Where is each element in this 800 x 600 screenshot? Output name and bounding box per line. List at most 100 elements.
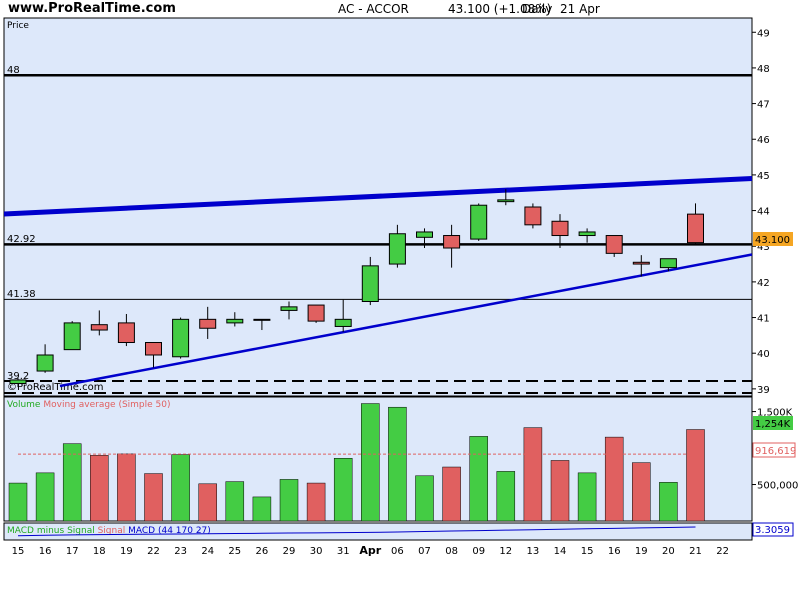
candle[interactable]: [416, 231, 433, 238]
candle[interactable]: [90, 324, 108, 331]
price-axis: 39 40 41 42 43 44 45 46 47 48 49: [752, 28, 770, 396]
macd-legend-macd: MACD (44 170 27): [128, 526, 211, 536]
volume-bar[interactable]: [496, 471, 516, 522]
x-tick-label: 15: [12, 546, 25, 557]
candle[interactable]: [145, 342, 162, 356]
site-name[interactable]: www.ProRealTime.com: [8, 1, 176, 16]
volume-bar[interactable]: [198, 483, 217, 522]
volume-bar[interactable]: [8, 482, 28, 522]
volume-bar[interactable]: [550, 460, 570, 522]
ref-label-41-38: 41.38: [7, 289, 36, 300]
x-tick-label: 15: [581, 546, 594, 557]
candle[interactable]: [117, 322, 135, 344]
candle[interactable]: [307, 304, 325, 322]
volume-bar[interactable]: [469, 436, 488, 522]
volume-bar[interactable]: [361, 403, 380, 522]
price-tick-label: 39: [757, 385, 770, 396]
candle[interactable]: [280, 306, 298, 311]
volume-bar[interactable]: [117, 453, 136, 522]
volume-bar[interactable]: [279, 479, 299, 522]
ref-label-39-2: 39.2: [7, 371, 29, 382]
volume-bar[interactable]: [415, 475, 434, 522]
candle[interactable]: [361, 265, 379, 303]
volume-bar[interactable]: [686, 429, 705, 522]
volume-bar[interactable]: [144, 473, 163, 522]
x-tick-label: 24: [201, 546, 214, 557]
volume-bar[interactable]: [35, 472, 55, 522]
candle[interactable]: [253, 318, 271, 321]
volume-legend: Volume Moving average (Simple 50): [7, 400, 171, 410]
candle[interactable]: [172, 318, 190, 358]
volume-bar[interactable]: [604, 436, 624, 522]
x-tick-label: 06: [391, 546, 404, 557]
x-tick-label: 30: [310, 546, 323, 557]
candle[interactable]: [63, 322, 81, 351]
candle[interactable]: [551, 220, 569, 237]
volume-bar[interactable]: [388, 406, 407, 522]
price-panel-label: Price: [7, 21, 29, 31]
volume-bar[interactable]: [252, 496, 272, 522]
candle[interactable]: [524, 206, 542, 226]
volume-bar[interactable]: [442, 466, 461, 522]
macd-line: [17, 526, 696, 537]
x-tick-label: 16: [608, 546, 621, 557]
x-tick-label: 13: [527, 546, 540, 557]
x-tick-label: 12: [499, 546, 512, 557]
period-timeframe: Daily: [522, 2, 553, 16]
volume-bar[interactable]: [523, 427, 543, 522]
volume-bar[interactable]: [171, 454, 190, 522]
volume-bar[interactable]: [225, 481, 245, 522]
volume-ma-box: [752, 442, 796, 458]
x-tick-label: 31: [337, 546, 350, 557]
candle[interactable]: [497, 199, 515, 203]
candle[interactable]: [470, 204, 488, 240]
volume-bar[interactable]: [577, 472, 597, 522]
ref-label-42-92: 42.92: [7, 234, 36, 245]
candle[interactable]: [199, 318, 217, 329]
volume-bar[interactable]: [306, 482, 326, 522]
candle[interactable]: [578, 231, 596, 237]
instrument-name: AC - ACCOR: [338, 2, 409, 16]
candle[interactable]: [388, 233, 406, 265]
x-tick-label: 26: [256, 546, 269, 557]
volume-bar[interactable]: [90, 455, 109, 522]
x-tick-label: 29: [283, 546, 296, 557]
chart-header: www.ProRealTime.com AC - ACCOR 43.100 (+…: [0, 0, 800, 18]
x-tick-label: 09: [472, 546, 485, 557]
macd-value-box: [752, 522, 794, 537]
candle[interactable]: [443, 235, 461, 249]
x-tick-label: 22: [716, 546, 729, 557]
price-tick-label: 43: [757, 242, 770, 253]
candle[interactable]: [687, 213, 704, 244]
x-axis: 15 16 17 18 19 22 23 24 25 26 29 30 31 Apr 06 07 08 09 12 1…: [12, 544, 729, 557]
candle[interactable]: [605, 235, 623, 254]
x-tick-label: 17: [66, 546, 79, 557]
price-tick-label: 47: [757, 100, 770, 111]
price-tick-label: 40: [757, 349, 770, 360]
volume-current-box: [753, 416, 793, 430]
candle[interactable]: [36, 354, 54, 372]
macd-legend-diff: MACD minus Signal: [7, 526, 95, 536]
x-tick-label: 21: [689, 546, 702, 557]
price-tick-label: 42: [757, 278, 770, 289]
volume-current-label: 1,254K: [755, 419, 791, 430]
candle[interactable]: [632, 261, 650, 265]
ref-label-48: 48: [7, 65, 20, 76]
candle[interactable]: [226, 318, 244, 324]
trendline-upper: [3, 176, 753, 217]
x-tick-label: 14: [554, 546, 567, 557]
volume-tick-label: 1,500K: [757, 408, 793, 419]
candle[interactable]: [659, 258, 677, 269]
macd-panel-bg: [3, 522, 753, 541]
volume-bar[interactable]: [659, 482, 678, 522]
volume-bar[interactable]: [632, 462, 651, 522]
candle[interactable]: [334, 318, 352, 327]
x-tick-label: 25: [228, 546, 241, 557]
candle[interactable]: [9, 379, 27, 385]
candles-group: [9, 189, 704, 388]
volume-bar[interactable]: [333, 458, 353, 522]
volume-bar[interactable]: [62, 443, 82, 522]
period-label: Daily 21 Apr: [522, 2, 600, 16]
x-tick-label: 20: [662, 546, 675, 557]
